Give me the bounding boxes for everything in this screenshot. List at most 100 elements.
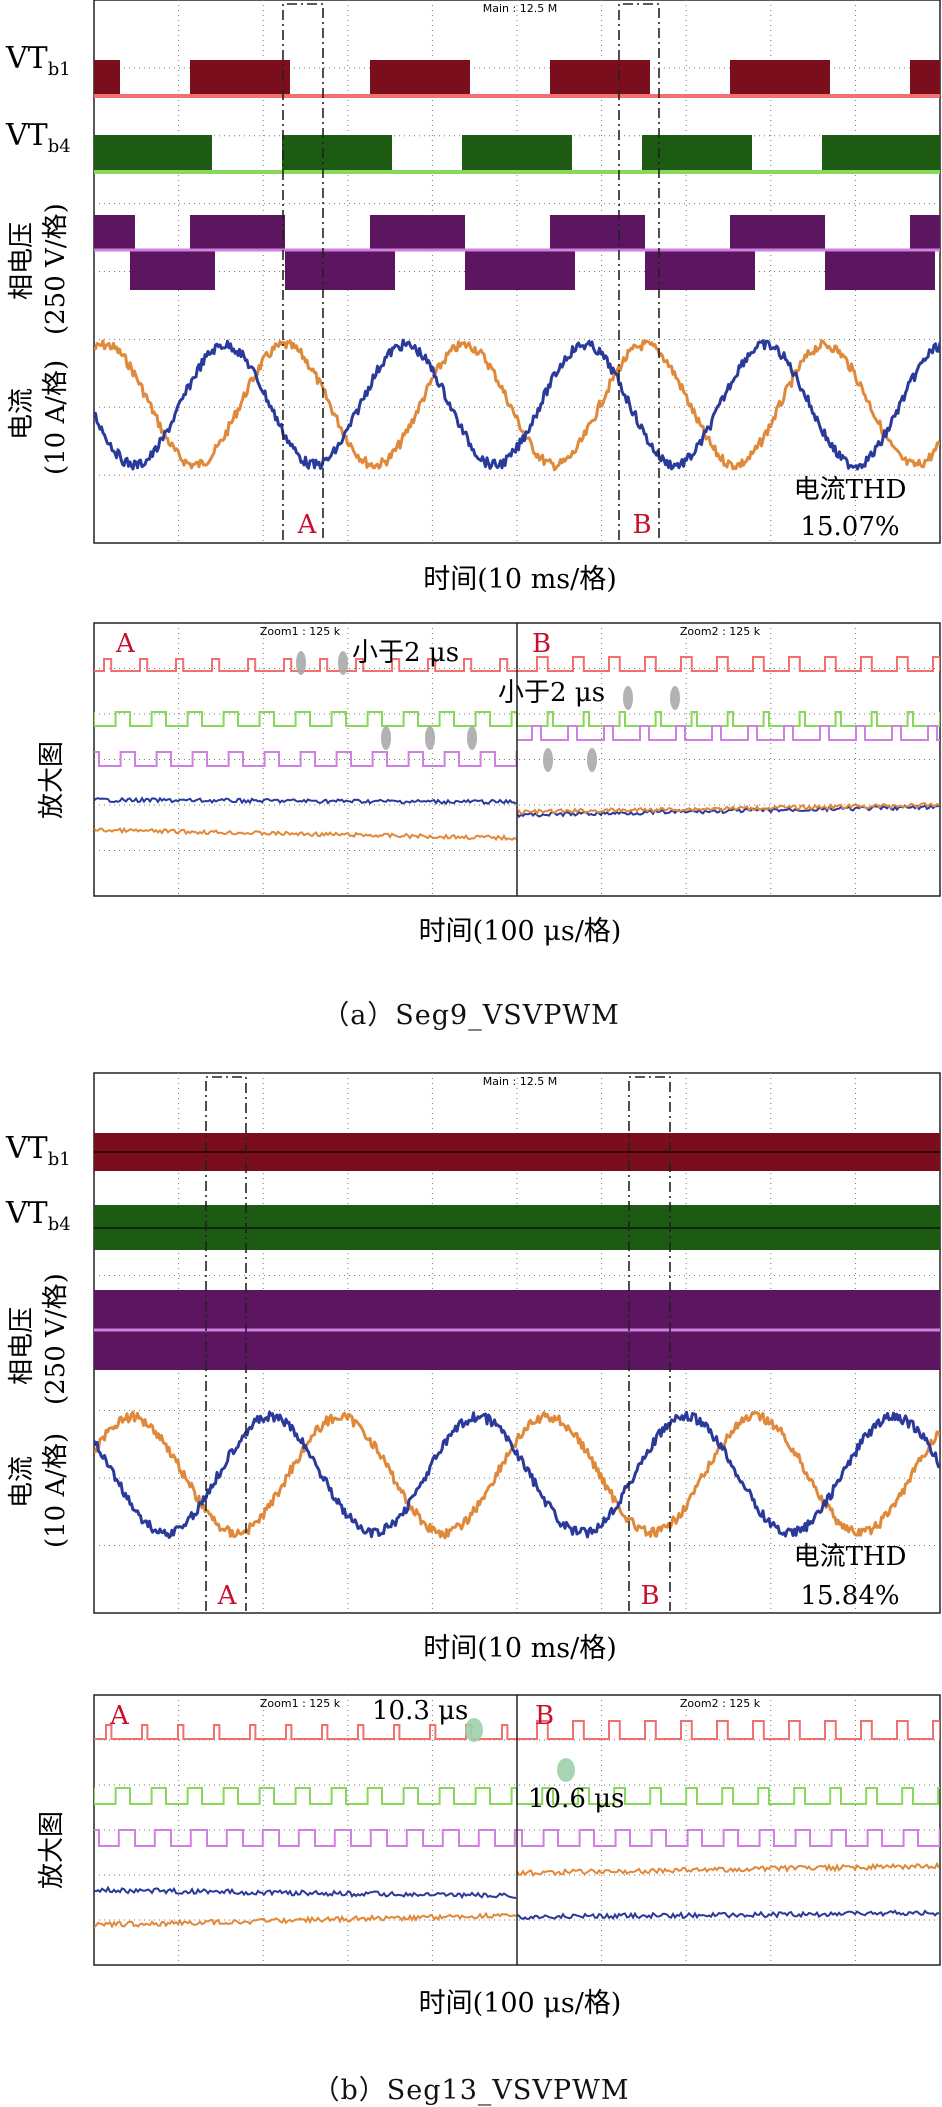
zoom-annotation-2-b: 10.6 μs xyxy=(528,1784,624,1814)
vtb1-pulse xyxy=(190,60,290,95)
voltage-lower-pulse xyxy=(825,250,935,290)
voltage-upper-pulse xyxy=(910,215,940,250)
zoom-highlight xyxy=(587,748,597,772)
zoom-vtb4-left xyxy=(94,711,517,727)
voltage-lower-pulse xyxy=(465,250,575,290)
zoom-highlight xyxy=(381,726,391,750)
zoom-vtb1-right xyxy=(517,656,940,672)
zoom-label-a-b: A xyxy=(109,1701,130,1731)
zoom-ylabel-b: 放大图 xyxy=(37,1811,67,1889)
zoom-label-b-b: B xyxy=(535,1701,554,1731)
xlabel-zoom-b: 时间(100 μs/格) xyxy=(419,1988,622,2019)
vtb4-pulse xyxy=(282,135,392,170)
main-header-b: Main : 12.5 M xyxy=(483,1075,557,1088)
zoom-highlight xyxy=(467,726,477,750)
zoom1-header-a: Zoom1 : 125 k xyxy=(260,625,341,638)
label-current-b: 电流 xyxy=(7,1456,37,1508)
xlabel-zoom-a: 时间(100 μs/格) xyxy=(419,916,622,947)
current-blue xyxy=(94,1410,940,1539)
zoom-vtb1-left xyxy=(94,658,517,672)
zoom-voltage-right xyxy=(517,1829,940,1847)
zoom2-header-b: Zoom2 : 125 k xyxy=(680,1697,761,1710)
label-current-a: 电流 xyxy=(7,388,37,440)
label-voltage-scale-b: (250 V/格) xyxy=(41,1273,71,1405)
zoom-highlight xyxy=(296,651,306,675)
zoom2-header-a: Zoom2 : 125 k xyxy=(680,625,761,638)
zoom-vtb1-right xyxy=(517,1720,940,1740)
zoom-vtb4-left xyxy=(94,1787,517,1805)
vtb1-pulse xyxy=(370,60,470,95)
zoom-highlight xyxy=(670,686,680,710)
zoom-voltage-right xyxy=(517,725,940,741)
zoom-current-orange-right xyxy=(516,1861,940,1877)
zoom-current-orange-right xyxy=(516,802,940,816)
thd-label-b: 电流THD xyxy=(794,1542,907,1572)
zoom-current-blue-right xyxy=(516,1909,940,1921)
voltage-upper-pulse xyxy=(94,215,135,250)
thd-value-b: 15.84% xyxy=(800,1581,899,1611)
zoom-highlight xyxy=(465,1718,483,1742)
main-plot-b: Main : 12.5 M VTb1 VTb4 相电压 (250 V/格) 电流… xyxy=(5,1072,941,1614)
zoom-highlight xyxy=(623,686,633,710)
zoom-annotation-2-a: 小于2 μs xyxy=(498,678,605,708)
thd-value-a: 15.07% xyxy=(800,512,899,542)
main-plot-a: Main : 12.5 M VTb1 VTb4 相电压 (250 V/格) 电流… xyxy=(5,0,941,544)
marker-box-b-main-a xyxy=(618,3,660,540)
vtb1-pulse xyxy=(550,60,650,95)
vtb1-pulse xyxy=(94,60,120,95)
label-voltage-scale-a: (250 V/格) xyxy=(41,203,71,335)
main-header-a: Main : 12.5 M xyxy=(483,2,557,15)
zoom-voltage-left xyxy=(94,751,518,767)
zoom-current-blue-left xyxy=(94,796,517,806)
voltage-lower-pulse xyxy=(285,250,395,290)
xlabel-main-b: 时间(10 ms/格) xyxy=(423,1633,617,1664)
current-orange xyxy=(94,339,940,472)
marker-label-b-main-b: B xyxy=(640,1581,659,1611)
voltage-upper-pulse xyxy=(370,215,465,250)
zoom-highlight xyxy=(543,748,553,772)
vtb4-pulse xyxy=(642,135,752,170)
label-current-scale-b: (10 A/格) xyxy=(41,1433,71,1548)
vtb4-pulse xyxy=(462,135,572,170)
traces-main-a xyxy=(94,60,940,472)
current-orange xyxy=(94,1410,940,1540)
zoom-label-a-a: A xyxy=(115,629,136,659)
marker-box-a-main-b xyxy=(205,1076,247,1611)
zoom-current-orange-left xyxy=(94,1911,517,1929)
zoom-highlight xyxy=(425,726,435,750)
zoom-label-b-a: B xyxy=(532,629,551,659)
zoom-vtb4-right xyxy=(516,1787,940,1805)
caption-b: （b）Seg13_VSVPWM xyxy=(312,2075,630,2106)
xlabel-main-a: 时间(10 ms/格) xyxy=(423,564,617,595)
zoom-voltage-left xyxy=(94,1829,517,1847)
caption-a: （a）Seg9_VSVPWM xyxy=(322,1000,620,1031)
marker-box-b-main-b xyxy=(628,1076,671,1611)
vtb1-pulse xyxy=(910,60,940,95)
label-vtb1-a: VTb1 xyxy=(5,41,71,80)
label-current-scale-a: (10 A/格) xyxy=(41,360,71,475)
zoom-vtb1-left xyxy=(94,1724,517,1740)
voltage-upper-pulse xyxy=(730,215,825,250)
zoom-current-blue-right xyxy=(516,803,939,819)
label-vtb1-b: VTb1 xyxy=(5,1131,71,1170)
zoom-plot-a: Zoom1 : 125 k Zoom2 : 125 k A B 小于2 μs 小… xyxy=(37,622,941,897)
current-blue xyxy=(94,338,940,471)
zoom-vtb4-right xyxy=(516,711,940,727)
label-vtb4-a: VTb4 xyxy=(5,118,71,157)
label-vtb4-b: VTb4 xyxy=(5,1196,71,1235)
traces-main-b xyxy=(94,1133,940,1540)
traces-zoom-b xyxy=(94,1718,940,1929)
zoom-ylabel-a: 放大图 xyxy=(37,741,67,819)
marker-label-b-main-a: B xyxy=(632,510,651,540)
zoom1-header-b: Zoom1 : 125 k xyxy=(260,1697,341,1710)
marker-box-a-main-a xyxy=(282,3,324,540)
thd-label-a: 电流THD xyxy=(794,475,907,505)
voltage-upper-pulse xyxy=(550,215,645,250)
zoom-current-blue-left xyxy=(94,1885,517,1900)
vtb4-pulse xyxy=(94,135,212,170)
zoom-annotation-1-a: 小于2 μs xyxy=(352,638,459,668)
zoom-current-orange-left xyxy=(94,826,517,842)
label-voltage-a: 相电压 xyxy=(7,222,37,300)
zoom-annotation-1-b: 10.3 μs xyxy=(372,1696,468,1726)
